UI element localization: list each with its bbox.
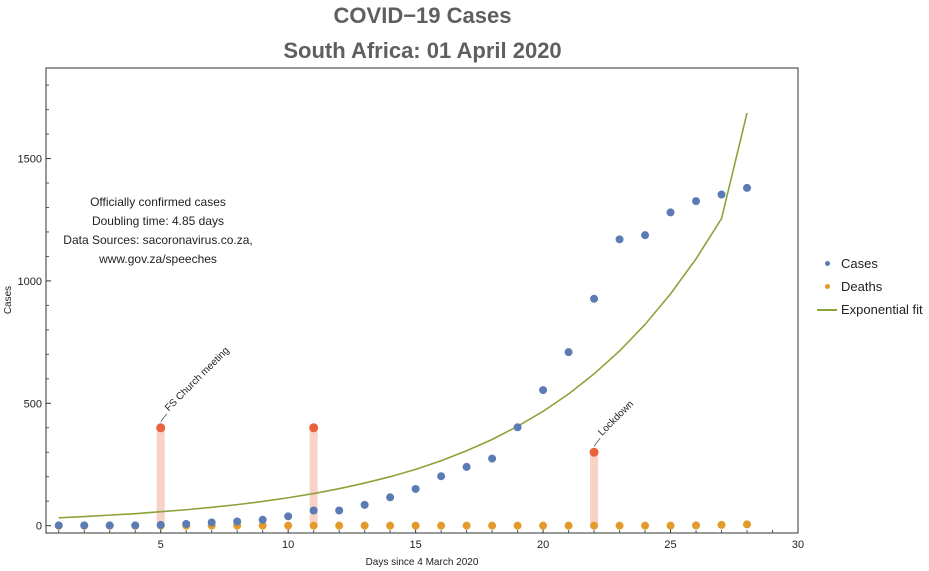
data-point-cases <box>564 348 573 357</box>
data-point-cases <box>386 493 395 502</box>
data-point-cases <box>411 484 420 493</box>
data-point-cases <box>437 472 446 481</box>
data-point-deaths <box>335 521 344 530</box>
data-point-cases <box>462 462 471 471</box>
data-point-deaths <box>437 521 446 530</box>
data-point-cases <box>666 208 675 217</box>
x-tick-label: 20 <box>537 539 549 551</box>
event-bar <box>590 452 599 526</box>
data-point-deaths <box>462 521 471 530</box>
event-marker <box>309 423 319 433</box>
data-point-cases <box>309 506 318 515</box>
x-tick-label: 15 <box>410 539 422 551</box>
data-point-deaths <box>360 521 369 530</box>
legend-marker-cases <box>824 261 830 266</box>
data-point-cases <box>692 197 701 206</box>
data-point-deaths <box>309 521 318 530</box>
data-point-cases <box>335 506 344 515</box>
data-point-deaths <box>539 521 548 530</box>
chart-subtitle: South Africa: 01 April 2020 <box>283 38 562 63</box>
x-tick-label: 5 <box>158 539 164 551</box>
data-point-cases <box>488 454 497 463</box>
data-point-cases <box>233 517 242 526</box>
note-line-1: Officially confirmed cases <box>90 195 226 209</box>
note-line-4: www.gov.za/speeches <box>98 252 217 266</box>
data-point-deaths <box>488 521 497 530</box>
legend-item-fit: Exponential fit <box>816 298 923 321</box>
data-point-cases <box>182 519 191 528</box>
note-line-2: Doubling time: 4.85 days <box>92 214 224 228</box>
data-point-cases <box>54 521 63 530</box>
annotation-notes: Officially confirmed cases Doubling time… <box>63 195 252 266</box>
event-leader-line <box>160 413 168 423</box>
data-point-cases <box>156 520 165 529</box>
chart-legend: Cases Deaths Exponential fit <box>816 252 923 321</box>
data-point-deaths <box>411 521 420 530</box>
plot-frame <box>45 67 799 534</box>
data-point-cases <box>80 521 89 530</box>
event-bar <box>156 427 165 526</box>
x-tick-label: 30 <box>792 539 804 551</box>
legend-marker-deaths <box>824 284 830 289</box>
event-bar <box>309 427 318 526</box>
data-point-deaths <box>743 520 752 529</box>
legend-label-deaths: Deaths <box>841 279 883 294</box>
data-point-cases <box>360 500 369 509</box>
event-leader-line <box>593 437 601 447</box>
data-point-cases <box>513 423 522 432</box>
data-point-cases <box>131 521 140 530</box>
data-point-deaths <box>284 521 293 530</box>
x-axis-label: Days since 4 March 2020 <box>366 557 479 568</box>
data-point-cases <box>539 386 548 395</box>
data-point-deaths <box>615 521 624 530</box>
data-point-cases <box>284 512 293 521</box>
data-point-cases <box>258 515 267 524</box>
data-point-cases <box>207 518 216 527</box>
data-point-deaths <box>590 521 599 530</box>
y-tick-label: 0 <box>36 521 42 533</box>
event-label: Lockdown <box>596 399 636 439</box>
data-point-cases <box>615 235 624 244</box>
data-point-deaths <box>386 521 395 530</box>
data-point-deaths <box>692 521 701 530</box>
series-line-exponential-fit <box>58 112 748 519</box>
data-point-cases <box>743 183 752 192</box>
data-point-deaths <box>564 521 573 530</box>
x-tick-label: 25 <box>664 539 676 551</box>
data-point-cases <box>105 521 114 530</box>
legend-label-fit: Exponential fit <box>841 302 923 317</box>
y-tick-label: 500 <box>24 398 42 410</box>
data-point-deaths <box>258 521 267 530</box>
event-label: FS Church meeting <box>163 345 232 414</box>
data-point-deaths <box>666 521 675 530</box>
event-marker <box>156 423 166 433</box>
legend-item-deaths: Deaths <box>816 275 923 298</box>
data-point-deaths <box>717 520 726 529</box>
data-point-cases <box>641 231 650 240</box>
data-point-deaths <box>513 521 522 530</box>
data-point-cases <box>717 190 726 199</box>
y-tick-label: 1000 <box>18 276 42 288</box>
chart-title: COVID−19 Cases <box>333 3 512 28</box>
y-axis-label: Cases <box>3 286 14 314</box>
y-tick-label: 1500 <box>18 154 42 166</box>
x-tick-label: 10 <box>282 539 294 551</box>
legend-item-cases: Cases <box>816 252 923 275</box>
data-point-deaths <box>641 521 650 530</box>
data-point-cases <box>590 294 599 303</box>
legend-marker-fit <box>817 308 837 311</box>
legend-label-cases: Cases <box>841 256 878 271</box>
event-marker <box>589 447 599 457</box>
note-line-3: Data Sources: sacoronavirus.co.za, <box>63 233 252 247</box>
